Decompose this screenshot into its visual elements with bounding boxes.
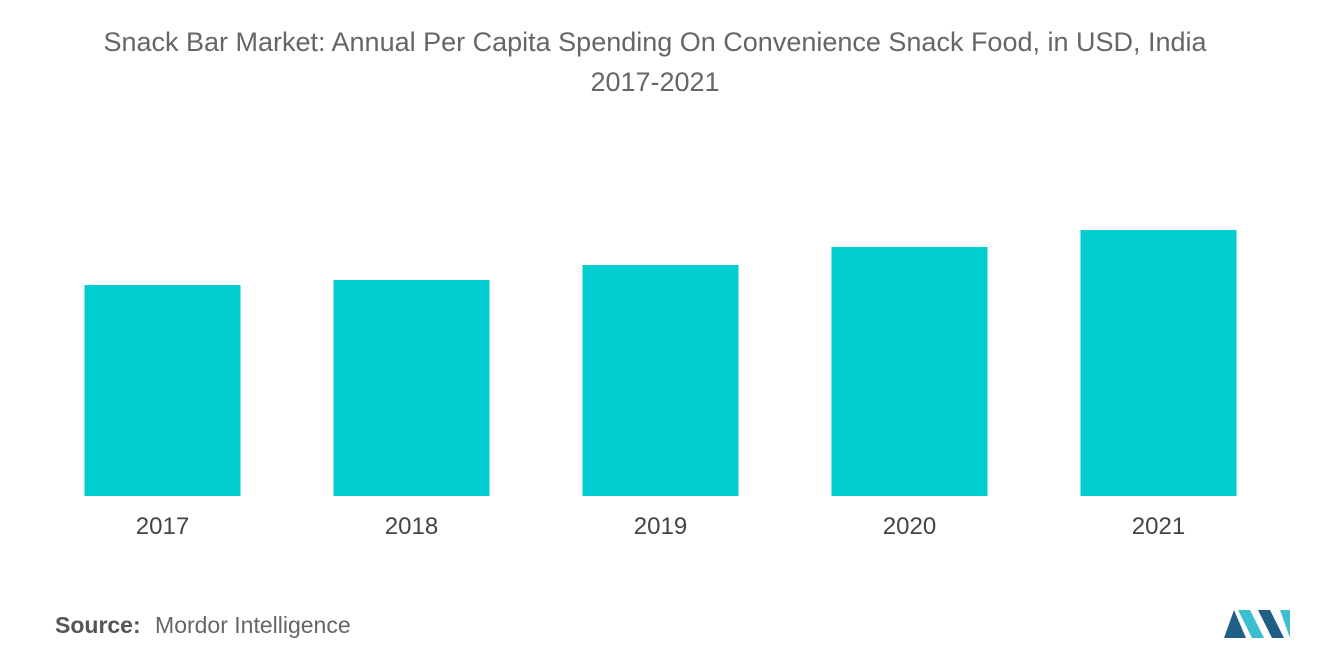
chart-title: Snack Bar Market: Annual Per Capita Spen…	[0, 22, 1310, 102]
x-tick-label-2017: 2017	[136, 513, 189, 540]
logo-shape-right	[1258, 610, 1284, 638]
x-tick-labels: 2017 2018 2019 2020 2021	[136, 513, 1185, 540]
mordor-intelligence-logo	[1224, 610, 1290, 638]
bar-2020	[831, 247, 988, 496]
bars-group	[84, 230, 1237, 496]
source-text: Mordor Intelligence	[155, 612, 351, 638]
source-note: Source: Mordor Intelligence	[55, 612, 351, 639]
x-tick-label-2018: 2018	[385, 513, 438, 540]
x-tick-label-2019: 2019	[634, 513, 687, 540]
bar-2017	[84, 285, 241, 496]
chart-title-line-1: Snack Bar Market: Annual Per Capita Spen…	[103, 27, 1207, 57]
logo-shape-left	[1224, 610, 1246, 638]
bar-chart: 2017 2018 2019 2020 2021	[84, 230, 1237, 540]
bar-2021	[1080, 230, 1237, 496]
logo-shape-mid	[1238, 610, 1264, 638]
logo-shape-bar	[1280, 610, 1290, 638]
bar-2018	[333, 280, 490, 496]
source-label: Source:	[55, 612, 141, 638]
x-tick-label-2021: 2021	[1132, 513, 1185, 540]
bar-2019	[582, 265, 739, 496]
chart-title-line-2: 2017-2021	[590, 67, 720, 97]
x-tick-label-2020: 2020	[883, 513, 936, 540]
